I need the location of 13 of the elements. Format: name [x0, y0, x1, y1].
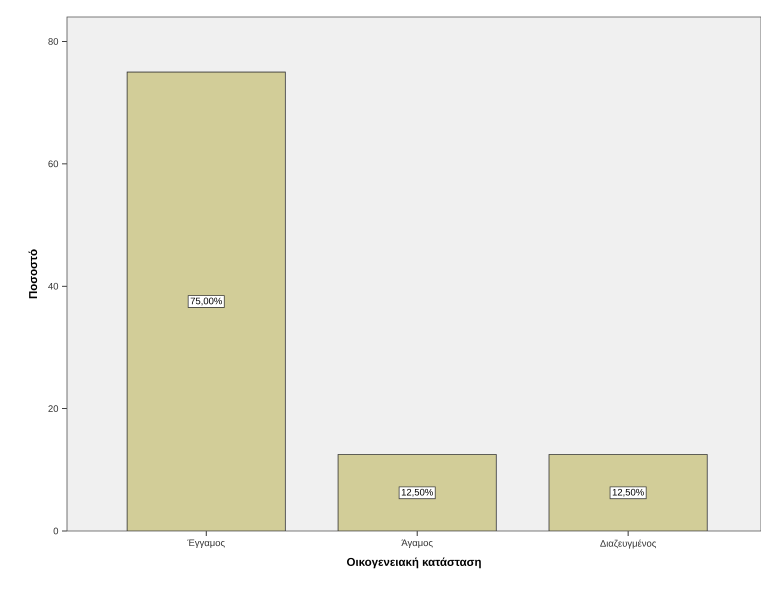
y-tick-label: 60 [48, 160, 58, 168]
x-tick-label: Διαζευγμένος [600, 540, 656, 549]
y-tick-label: 40 [48, 282, 58, 290]
x-axis-title: Οικογενειακή κατάσταση [347, 557, 481, 568]
y-tick-label: 20 [48, 405, 58, 412]
data-label: 12,50% [402, 488, 433, 497]
data-label: 75,00% [190, 298, 222, 306]
y-tick-label: 0 [54, 528, 58, 534]
data-label: 12,50% [612, 488, 644, 497]
y-axis-title: Ποσοστό [28, 249, 38, 298]
x-tick-label: Έγγαμος [187, 540, 225, 548]
y-tick-label: 80 [48, 38, 58, 45]
x-tick-label: Άγαμος [401, 540, 433, 548]
